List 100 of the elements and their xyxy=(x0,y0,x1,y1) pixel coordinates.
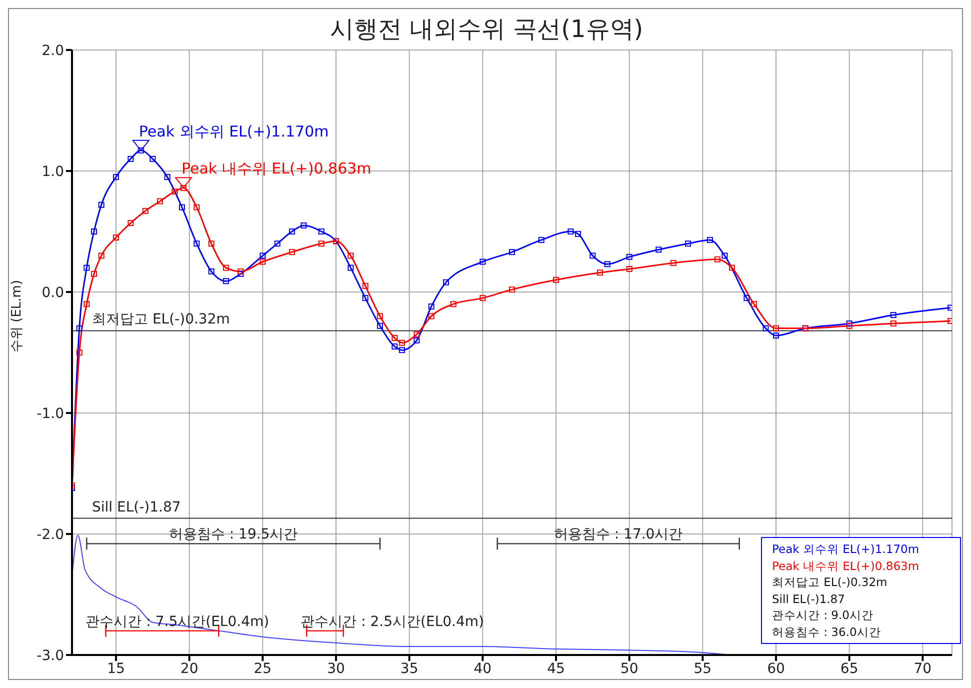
point xyxy=(714,256,720,262)
point xyxy=(98,252,104,259)
point xyxy=(568,228,574,234)
point xyxy=(84,301,90,308)
point xyxy=(318,240,324,247)
annotation: 관수시간 : 7.5시간(EL0.4m) xyxy=(86,614,270,630)
ref-line-label: 최저답고 EL(-)0.32m xyxy=(92,312,230,328)
point xyxy=(604,261,610,268)
annotation: Peak 외수위 EL(+)1.170m xyxy=(138,122,329,140)
point xyxy=(399,340,405,346)
point xyxy=(428,304,434,310)
x-tick-label: 25 xyxy=(254,660,272,677)
point xyxy=(223,278,229,284)
point xyxy=(157,198,163,204)
x-tick-label: 30 xyxy=(327,660,345,677)
point xyxy=(509,249,515,256)
x-tick-label: 45 xyxy=(547,660,565,677)
point xyxy=(890,312,896,318)
point xyxy=(890,320,896,326)
point xyxy=(318,228,324,234)
point xyxy=(208,268,214,274)
chart-title: 시행전 내외수위 곡선(1유역) xyxy=(330,15,644,43)
point xyxy=(260,258,266,265)
point xyxy=(722,252,728,259)
point xyxy=(744,295,750,302)
point xyxy=(399,347,405,354)
point xyxy=(113,234,119,241)
ref-line-label: Sill EL(-)1.87 xyxy=(92,499,181,516)
y-tick-label: 2.0 xyxy=(42,42,64,59)
annotation: Peak 외수위 EL(+)1.170m xyxy=(772,541,920,558)
point xyxy=(194,204,200,210)
point xyxy=(274,240,280,247)
point xyxy=(707,236,713,243)
point xyxy=(362,295,368,302)
point xyxy=(414,331,420,338)
point xyxy=(164,174,170,180)
y-tick-label: -2.0 xyxy=(36,526,64,543)
x-tick-label: 35 xyxy=(400,660,418,677)
point xyxy=(289,228,295,234)
point xyxy=(76,325,82,332)
point xyxy=(656,246,662,253)
point xyxy=(670,260,676,266)
point xyxy=(575,230,581,237)
point xyxy=(751,301,757,308)
x-tick-label: 15 xyxy=(107,660,125,677)
point xyxy=(773,325,779,332)
point xyxy=(128,220,134,226)
point xyxy=(98,202,104,208)
point xyxy=(150,156,156,162)
y-axis-title: 수위 (EL.m) xyxy=(10,280,25,352)
point xyxy=(450,301,456,308)
annotation: Peak 내수위 EL(+)0.863m xyxy=(181,160,372,178)
point xyxy=(762,325,769,332)
point xyxy=(84,264,90,271)
point xyxy=(348,252,354,259)
point xyxy=(142,208,148,214)
point xyxy=(773,332,779,339)
point xyxy=(113,174,119,180)
annotation: 허용침수 : 36.0시간 xyxy=(772,624,882,640)
point xyxy=(223,264,229,271)
point xyxy=(443,279,449,286)
point xyxy=(179,204,185,210)
point xyxy=(377,313,383,320)
point xyxy=(414,337,420,344)
point xyxy=(208,240,214,247)
point xyxy=(509,286,515,293)
point xyxy=(626,254,632,260)
x-tick-label: 70 xyxy=(914,660,932,677)
point xyxy=(377,322,383,329)
point xyxy=(91,270,97,277)
x-tick-label: 55 xyxy=(694,660,712,677)
point xyxy=(128,156,134,162)
annotation: Peak 내수위 EL(+)0.863m xyxy=(772,558,920,574)
point xyxy=(480,258,486,265)
point xyxy=(553,276,559,283)
point xyxy=(626,266,632,272)
annotation: 최저답고 EL(-)0.32m xyxy=(772,574,888,590)
x-tick-label: 40 xyxy=(474,660,492,677)
point xyxy=(180,184,186,191)
point xyxy=(348,264,354,271)
point xyxy=(392,343,398,350)
point xyxy=(392,334,398,341)
point xyxy=(846,320,852,326)
point xyxy=(597,270,603,276)
annotation: 허용침수 : 17.0시간 xyxy=(554,526,683,543)
point xyxy=(289,249,295,256)
point xyxy=(76,350,82,356)
point xyxy=(91,228,97,234)
annotation: 허용침수 : 19.5시간 xyxy=(168,526,298,543)
point xyxy=(480,295,486,302)
point xyxy=(590,252,596,259)
point xyxy=(729,264,735,271)
annotation: 관수시간 : 2.5시간(EL0.4m) xyxy=(300,614,484,630)
point xyxy=(260,252,266,259)
y-tick-label: -3.0 xyxy=(36,648,64,664)
annotation: Sill EL(-)1.87 xyxy=(772,590,846,607)
point xyxy=(172,188,178,195)
point xyxy=(685,240,691,247)
point xyxy=(194,240,200,247)
point xyxy=(362,282,368,289)
